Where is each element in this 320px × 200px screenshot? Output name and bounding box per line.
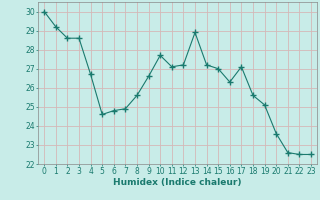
X-axis label: Humidex (Indice chaleur): Humidex (Indice chaleur): [113, 178, 242, 187]
